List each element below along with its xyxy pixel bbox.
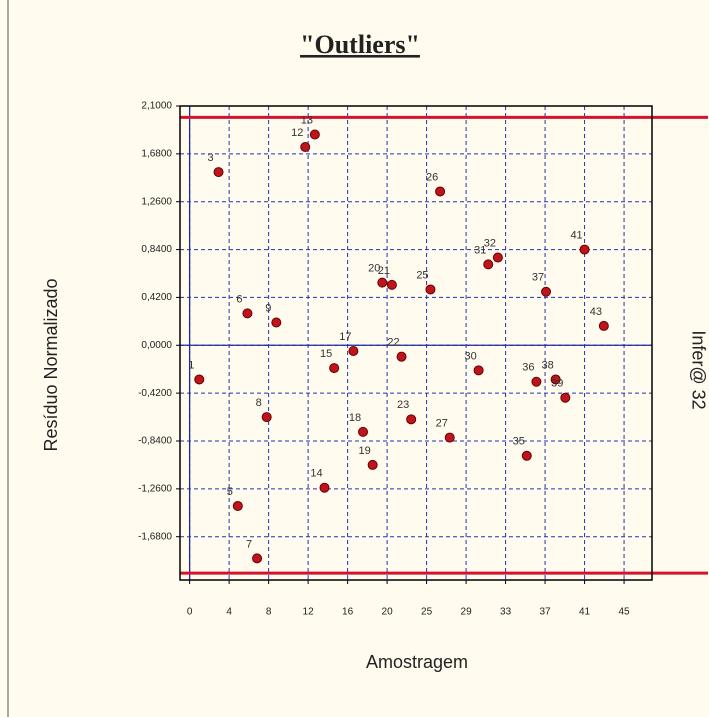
point-label: 20 bbox=[368, 263, 380, 275]
point bbox=[271, 317, 282, 328]
point bbox=[367, 459, 378, 470]
point bbox=[309, 129, 320, 140]
point-label: 41 bbox=[570, 229, 582, 241]
point bbox=[473, 365, 484, 376]
point bbox=[435, 186, 446, 197]
y-tick-label: 0,8400 bbox=[141, 244, 172, 255]
y-tick-label: -1,6800 bbox=[138, 531, 172, 542]
point bbox=[521, 450, 532, 461]
point-label: 37 bbox=[532, 272, 544, 284]
point bbox=[579, 244, 590, 255]
point-label: 13 bbox=[301, 114, 313, 126]
point-label: 32 bbox=[484, 237, 496, 249]
x-tick-label: 45 bbox=[619, 607, 631, 618]
point-label: 26 bbox=[426, 171, 438, 183]
point bbox=[348, 345, 359, 356]
side-label: Infer@ 32 bbox=[688, 330, 708, 409]
point bbox=[598, 320, 609, 331]
point bbox=[541, 286, 552, 297]
x-tick-label: 29 bbox=[461, 607, 473, 618]
point-label: 21 bbox=[378, 265, 390, 277]
point bbox=[386, 279, 397, 290]
point-label: 7 bbox=[246, 538, 252, 550]
point-label: 15 bbox=[320, 348, 332, 360]
point-label: 14 bbox=[310, 468, 322, 480]
y-tick-label: 0,4200 bbox=[141, 292, 172, 303]
point-label: 17 bbox=[339, 331, 351, 343]
point-label: 12 bbox=[291, 127, 303, 139]
point bbox=[261, 412, 272, 423]
x-tick-label: 4 bbox=[226, 607, 232, 618]
point-label: 1 bbox=[188, 359, 194, 371]
y-tick-label: -0,8400 bbox=[138, 436, 172, 447]
chart-title: "Outliers" bbox=[300, 30, 420, 59]
y-tick-label: 2,1000 bbox=[141, 101, 172, 112]
point-label: 23 bbox=[397, 399, 409, 411]
point bbox=[377, 277, 388, 288]
point bbox=[483, 259, 494, 270]
point bbox=[492, 252, 503, 263]
x-tick-label: 0 bbox=[187, 607, 193, 618]
point-label: 43 bbox=[590, 306, 602, 318]
y-axis-label: Resíduo Normalizado bbox=[41, 278, 61, 451]
point-label: 35 bbox=[513, 436, 525, 448]
point-label: 39 bbox=[551, 378, 563, 390]
point bbox=[300, 142, 311, 153]
point-label: 8 bbox=[256, 397, 262, 409]
point bbox=[560, 392, 571, 403]
point bbox=[444, 432, 455, 443]
point-label: 38 bbox=[542, 359, 554, 371]
point-label: 30 bbox=[464, 350, 476, 362]
point bbox=[232, 500, 243, 511]
y-tick-label: 1,6800 bbox=[141, 148, 172, 159]
point bbox=[406, 414, 417, 425]
y-tick-label: -0,4200 bbox=[138, 388, 172, 399]
x-tick-label: 20 bbox=[382, 607, 394, 618]
point-label: 9 bbox=[265, 302, 271, 314]
x-tick-label: 12 bbox=[303, 607, 315, 618]
point-label: 31 bbox=[474, 244, 486, 256]
point bbox=[329, 363, 340, 374]
point bbox=[531, 376, 542, 387]
point bbox=[396, 351, 407, 362]
point-label: 36 bbox=[522, 362, 534, 374]
point bbox=[319, 482, 330, 493]
point-label: 6 bbox=[236, 293, 242, 305]
x-axis-label: Amostragem bbox=[366, 652, 468, 672]
point-label: 27 bbox=[436, 417, 448, 429]
x-tick-label: 37 bbox=[540, 607, 552, 618]
point bbox=[358, 426, 369, 437]
x-tick-label: 41 bbox=[579, 607, 591, 618]
x-tick-label: 16 bbox=[342, 607, 354, 618]
point bbox=[425, 284, 436, 295]
point-label: 18 bbox=[349, 412, 361, 424]
y-tick-label: 1,2600 bbox=[141, 196, 172, 207]
point bbox=[252, 553, 263, 564]
point-label: 25 bbox=[416, 269, 428, 281]
y-tick-label: -1,2600 bbox=[138, 483, 172, 494]
point-label: 19 bbox=[359, 445, 371, 457]
point-label: 5 bbox=[227, 486, 233, 498]
point bbox=[550, 374, 561, 385]
x-tick-label: 25 bbox=[421, 607, 433, 618]
x-tick-label: 8 bbox=[266, 607, 272, 618]
plot-area bbox=[180, 106, 652, 580]
y-tick-label: 0,0000 bbox=[141, 340, 172, 351]
point bbox=[242, 308, 253, 319]
plot-frame bbox=[179, 105, 653, 581]
point-label: 3 bbox=[207, 152, 213, 164]
point bbox=[213, 167, 224, 178]
point bbox=[194, 374, 205, 385]
point-label: 22 bbox=[387, 337, 399, 349]
x-tick-label: 33 bbox=[500, 607, 512, 618]
